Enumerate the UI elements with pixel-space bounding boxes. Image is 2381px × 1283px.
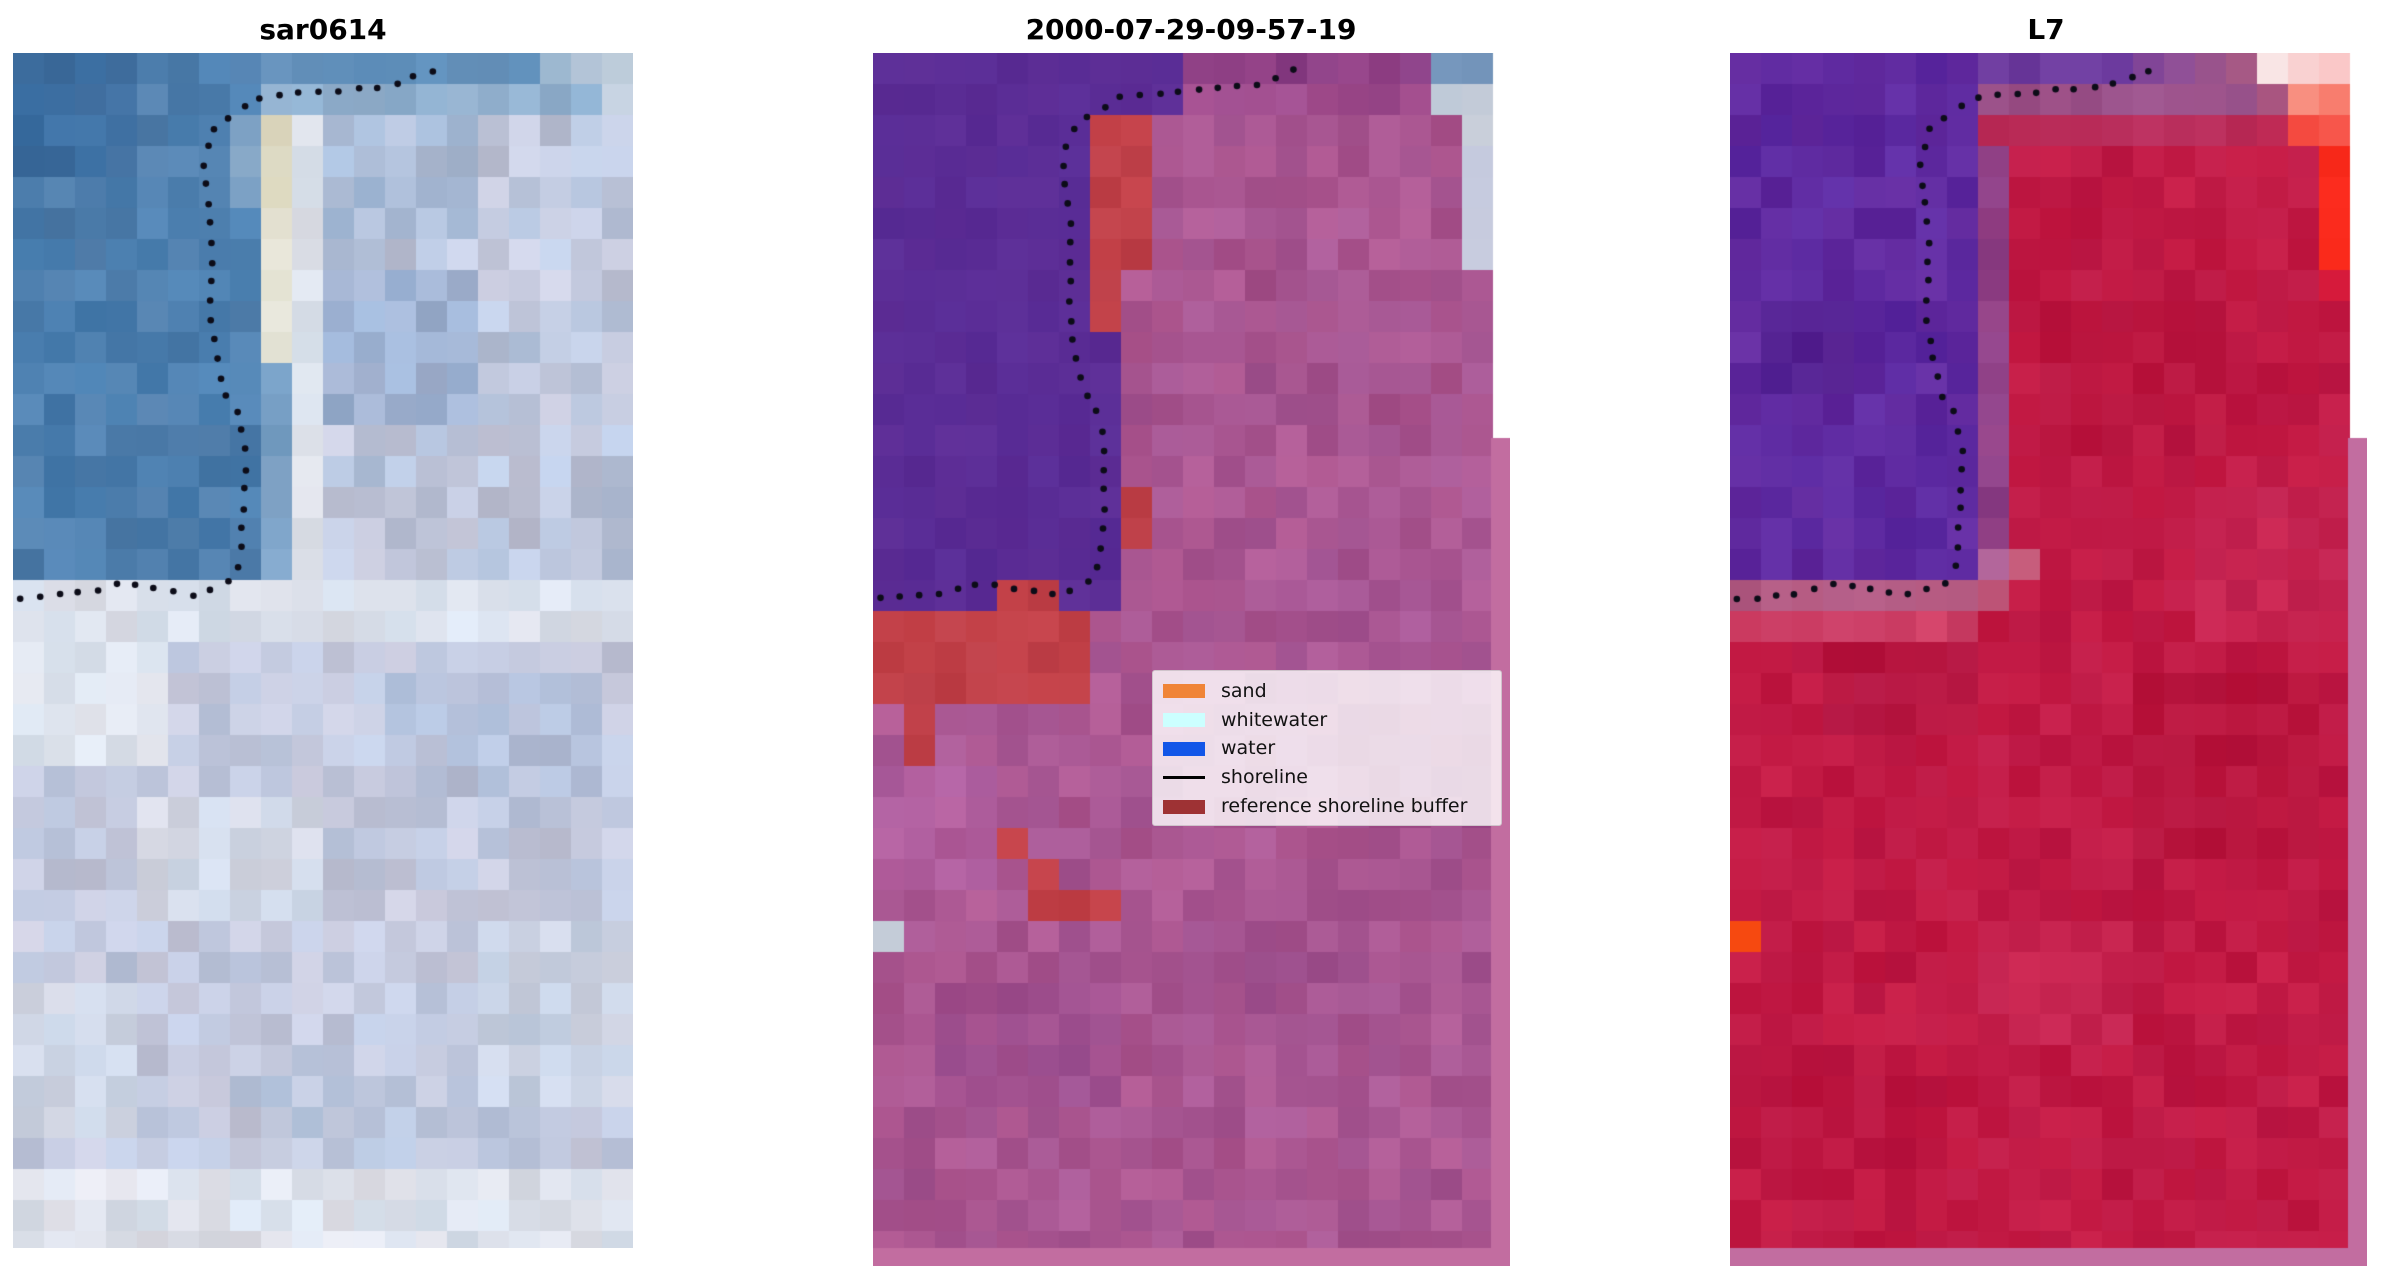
legend: sand whitewater water shoreline referenc… (1152, 670, 1502, 826)
l7-image (1730, 53, 2367, 1266)
legend-row: shoreline (1163, 763, 1491, 792)
legend-row: water (1163, 735, 1491, 764)
legend-label-whitewater: whitewater (1221, 708, 1328, 731)
panel-title-date: 2000-07-29-09-57-19 (1025, 13, 1357, 46)
legend-swatch-water (1163, 741, 1205, 756)
legend-label-buffer: reference shoreline buffer (1221, 795, 1468, 818)
legend-swatch-whitewater (1163, 713, 1205, 728)
legend-row: whitewater (1163, 706, 1491, 735)
legend-label-sand: sand (1221, 679, 1267, 702)
panel-title-sar0614: sar0614 (259, 13, 387, 46)
classified-image (873, 53, 1510, 1266)
legend-label-shoreline: shoreline (1221, 766, 1308, 789)
panel-l7 (1730, 53, 2367, 1266)
legend-swatch-shoreline (1163, 776, 1205, 780)
sar0614-image (13, 53, 633, 1248)
legend-row: sand (1163, 677, 1491, 706)
panel-classified (873, 53, 1510, 1266)
legend-swatch-sand (1163, 684, 1205, 699)
panel-title-l7: L7 (2027, 13, 2065, 46)
legend-row: reference shoreline buffer (1163, 792, 1491, 821)
legend-label-water: water (1221, 737, 1276, 760)
panel-sar0614 (13, 53, 633, 1248)
legend-swatch-buffer (1163, 799, 1205, 814)
